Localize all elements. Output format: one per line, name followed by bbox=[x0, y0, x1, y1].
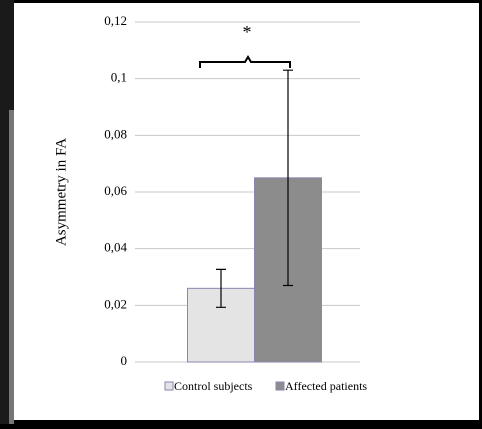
legend-label: Control subjects bbox=[174, 379, 253, 393]
y-tick-label: 0,06 bbox=[104, 183, 127, 198]
chart: Asymmetry in FA * 0 0,02 0,04 0,06 0,08 0,1 0,… bbox=[0, 0, 482, 424]
legend-swatch bbox=[276, 382, 284, 390]
y-tick-label: 0 bbox=[121, 353, 128, 368]
page: {"chart_data": {"type": "bar", "y_label"… bbox=[0, 0, 482, 424]
annotation: * bbox=[243, 22, 252, 42]
y-axis-label: Asymmetry in FA bbox=[53, 138, 69, 246]
legend-label: Affected patients bbox=[285, 379, 367, 393]
y-tick-label: 0,1 bbox=[111, 70, 127, 85]
y-tick-label: 0,08 bbox=[104, 126, 127, 141]
legend-swatch bbox=[165, 382, 173, 390]
y-tick-label: 0,04 bbox=[104, 240, 127, 255]
y-tick-label: 0,02 bbox=[104, 296, 127, 311]
y-tick-label: 0,12 bbox=[104, 13, 127, 28]
left-strip-edge bbox=[9, 110, 14, 424]
